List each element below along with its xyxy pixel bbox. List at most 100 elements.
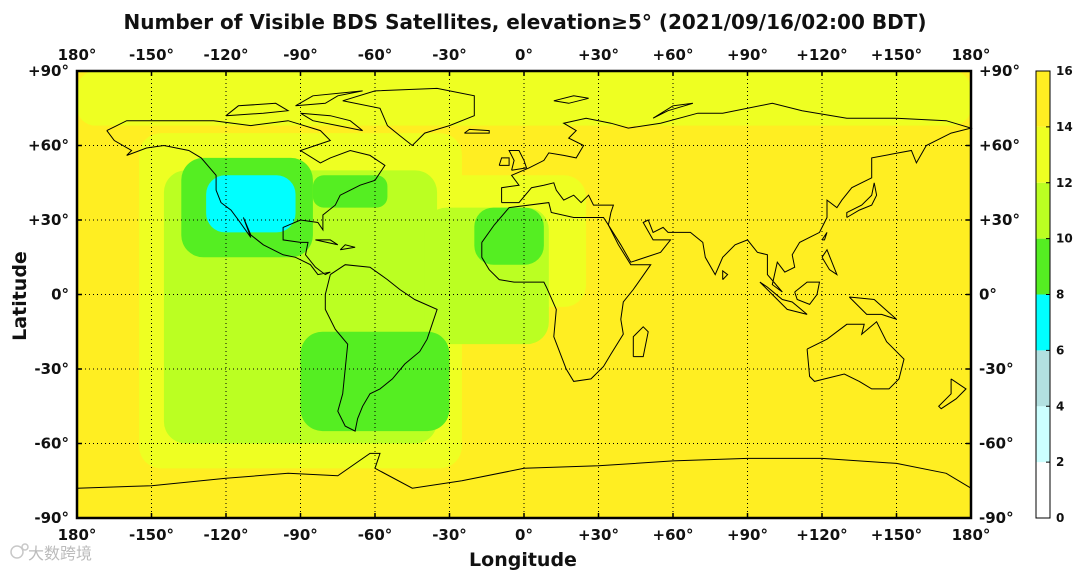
coastline (501, 102, 973, 293)
colorbar-tick-label: 16 (1056, 64, 1073, 78)
coastline (342, 87, 475, 147)
x-tick-label: +60° (653, 46, 694, 64)
y-tick-label: +60° (979, 137, 1020, 155)
x-ticks-bottom: 180° -150° -120° -90° -60° -30° 0° +30° +60° +90°… (58, 513, 991, 544)
x-tick-label: 180° (58, 46, 97, 64)
coastline (315, 239, 339, 246)
y-tick-label: +30° (28, 211, 69, 229)
colorbar-band (1036, 126, 1050, 183)
coastline (632, 326, 649, 358)
y-tick-label: -60° (34, 435, 69, 453)
heat-region (300, 331, 450, 432)
x-tick-label: +150° (871, 46, 922, 64)
coastline (225, 102, 290, 117)
x-tick-label: +90° (727, 46, 768, 64)
y-tick-label: -30° (34, 360, 69, 378)
watermark: 大数跨境 (28, 544, 92, 563)
colorbar-band (1036, 294, 1050, 351)
colorbar-ticks: 0 2 4 6 8 10 12 14 16 (1046, 64, 1073, 525)
chart-title: Number of Visible BDS Satellites, elevat… (124, 10, 927, 34)
colorbar-band (1036, 462, 1050, 518)
watermark-logo-icon (10, 543, 29, 559)
x-tick-label: 180° (952, 46, 991, 64)
x-tick-label: -60° (358, 526, 393, 544)
y-tick-label: -90° (979, 509, 1014, 527)
x-tick-label: +30° (578, 526, 619, 544)
coastline (106, 120, 386, 276)
x-tick-label: 180° (952, 526, 991, 544)
x-tick-label: -150° (129, 46, 174, 64)
x-tick-label: 0° (515, 46, 533, 64)
x-tick-label: +30° (578, 46, 619, 64)
y-axis-label: Latitude (9, 251, 31, 341)
y-tick-label: -30° (979, 360, 1014, 378)
x-axis-label: Longitude (469, 549, 577, 571)
x-tick-label: 180° (58, 526, 97, 544)
y-tick-label: +90° (979, 62, 1020, 80)
heat-region (474, 207, 544, 265)
y-ticks-right: +90° +60° +30° 0° -30° -60° -90° (966, 62, 1020, 527)
x-tick-label: +90° (727, 526, 768, 544)
coastline (76, 452, 972, 489)
x-tick-label: -150° (129, 526, 174, 544)
coastline (848, 296, 897, 320)
y-tick-label: +30° (979, 211, 1020, 229)
x-tick-label: +120° (796, 526, 847, 544)
colorbar-band (1036, 350, 1050, 407)
x-tick-label: -90° (283, 46, 318, 64)
x-ticks-top: 180° -150° -120° -90° -60° -30° 0° +30° +60° +90°… (58, 46, 991, 76)
coastline (722, 269, 729, 280)
coastline (821, 248, 838, 276)
heat-region (312, 175, 388, 208)
heatmap-layer (77, 71, 971, 518)
coastline (498, 157, 510, 166)
y-tick-label: -90° (34, 509, 69, 527)
x-tick-label: -30° (432, 46, 467, 64)
coastline (464, 128, 490, 134)
y-tick-label: +60° (28, 137, 69, 155)
coastline (553, 95, 589, 104)
heat-region (206, 175, 296, 233)
coastline (821, 232, 828, 241)
x-tick-label: -30° (432, 526, 467, 544)
x-tick-label: 0° (515, 526, 533, 544)
x-tick-label: -120° (203, 526, 248, 544)
coastline (759, 281, 808, 315)
coastline (652, 102, 694, 119)
x-tick-label: -120° (203, 46, 248, 64)
coastline (937, 378, 967, 410)
y-ticks-left: +90° +60° +30° 0° -30° -60° -90° (28, 62, 82, 527)
colorbar-tick-label: 0 (1056, 511, 1064, 525)
colorbar-tick-label: 6 (1056, 343, 1064, 357)
coastline (339, 244, 356, 251)
colorbar-tick-label: 8 (1056, 288, 1064, 302)
y-tick-label: 0° (51, 286, 69, 304)
x-tick-label: +150° (871, 526, 922, 544)
grid-layer (77, 71, 971, 518)
colorbar-band (1036, 182, 1050, 239)
x-tick-label: +60° (653, 526, 694, 544)
coastline (508, 150, 528, 171)
y-tick-label: +90° (28, 62, 69, 80)
colorbar-tick-label: 12 (1056, 176, 1073, 190)
x-tick-label: -90° (283, 526, 318, 544)
coastline (481, 202, 652, 382)
coastline (846, 182, 878, 218)
colorbar-band (1036, 238, 1050, 295)
colorbar (1035, 70, 1051, 519)
coastline (295, 90, 363, 107)
y-tick-label: -60° (979, 435, 1014, 453)
coastline-layer (76, 87, 973, 489)
colorbar-tick-label: 4 (1056, 399, 1064, 413)
y-tick-label: 0° (979, 286, 997, 304)
colorbar-band (1036, 71, 1050, 127)
colorbar-tick-label: 2 (1056, 455, 1064, 469)
plot-area (75, 69, 973, 520)
x-tick-label: +120° (796, 46, 847, 64)
colorbar-tick-label: 10 (1056, 232, 1073, 246)
x-tick-label: -60° (358, 46, 393, 64)
colorbar-band (1036, 406, 1050, 463)
coastline (300, 112, 363, 132)
colorbar-tick-label: 14 (1056, 120, 1073, 134)
